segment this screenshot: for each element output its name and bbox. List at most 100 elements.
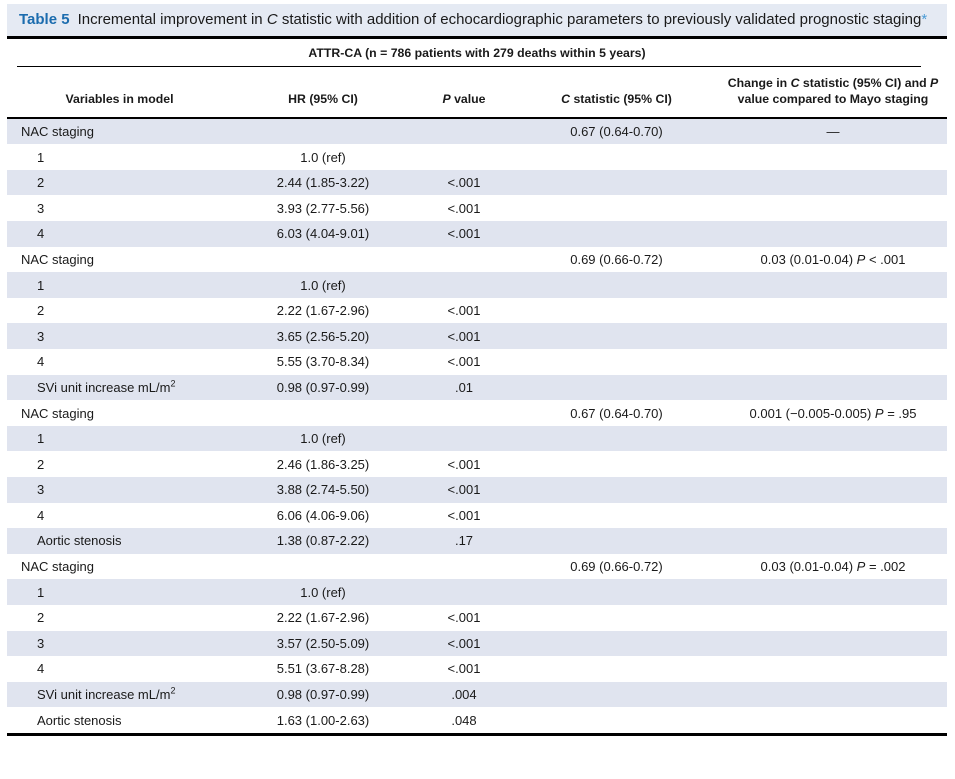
table-row: 2 2.22 (1.67-2.96) <.001 <box>7 298 947 324</box>
cell-c-statistic: 0.67 (0.64-0.70) <box>570 405 663 421</box>
cell-variable: 2 <box>37 175 45 191</box>
cell-variable: Aortic stenosis <box>37 712 122 728</box>
cell-hr: 1.63 (1.00-2.63) <box>276 712 370 728</box>
table-row: NAC staging 0.67 (0.64-0.70) 0.001 (−0.005… <box>7 400 947 426</box>
cell-p-value: .048 <box>451 712 477 728</box>
table-row: Aortic stenosis 1.63 (1.00-2.63) .048 <box>7 707 947 733</box>
cell-p-value: .01 <box>454 379 474 395</box>
cell-c-statistic: 0.67 (0.64-0.70) <box>570 123 663 139</box>
cell-p-value: <.001 <box>447 303 481 319</box>
cell-variable: 1 <box>37 277 45 293</box>
top-rule <box>7 36 947 40</box>
table-row: NAC staging 0.69 (0.66-0.72) 0.03 (0.01-0.… <box>7 247 947 273</box>
cell-hr: 3.88 (2.74-5.50) <box>276 482 370 498</box>
footnote-marker: * <box>921 11 928 28</box>
cell-c-statistic: 0.69 (0.66-0.72) <box>570 559 663 575</box>
cell-variable: 1 <box>37 584 45 600</box>
cell-p-value: <.001 <box>447 482 481 498</box>
header-rule <box>7 116 947 119</box>
table-caption: Table 5 Incremental improvement in C stat… <box>7 4 947 37</box>
cell-variable: 3 <box>37 328 45 344</box>
table-row: 4 6.03 (4.04-9.01) <.001 <box>7 221 947 247</box>
cell-p-value: <.001 <box>447 200 481 216</box>
cell-p-value: .004 <box>451 687 477 703</box>
cell-c-statistic: 0.69 (0.66-0.72) <box>570 251 663 267</box>
cell-variable: SVi unit increase mL/m2 <box>37 378 176 395</box>
cell-hr: 5.51 (3.67-8.28) <box>276 661 370 677</box>
table-row: 3 3.93 (2.77-5.56) <.001 <box>7 195 947 221</box>
cell-p-value: <.001 <box>447 635 481 651</box>
cell-p-value: .17 <box>454 533 474 549</box>
table-number-label: Table 5 <box>19 11 70 28</box>
cell-p-value: <.001 <box>447 354 481 370</box>
cell-hr: 6.03 (4.04-9.01) <box>276 226 370 242</box>
cell-p-value: <.001 <box>447 661 481 677</box>
table-row: SVi unit increase mL/m2 0.98 (0.97-0.99).… <box>7 681 947 708</box>
cell-p-value: <.001 <box>447 507 481 523</box>
table-figure: Table 5 Incremental improvement in C stat… <box>7 4 947 736</box>
cell-hr: 1.0 (ref) <box>300 584 346 600</box>
cell-variable: 4 <box>37 661 45 677</box>
cell-hr: 2.22 (1.67-2.96) <box>276 610 370 626</box>
cell-variable: 4 <box>37 507 45 523</box>
cell-variable: 3 <box>37 635 45 651</box>
table-row: 1 1.0 (ref) <box>7 272 947 298</box>
spanner-rule <box>17 66 921 68</box>
cell-hr: 2.44 (1.85-3.22) <box>276 175 370 191</box>
table-row: 4 5.51 (3.67-8.28) <.001 <box>7 656 947 682</box>
cell-hr: 1.0 (ref) <box>300 277 346 293</box>
cell-hr: 2.22 (1.67-2.96) <box>276 303 370 319</box>
cell-variable: 1 <box>37 431 45 447</box>
cell-hr: 1.0 (ref) <box>300 431 346 447</box>
cell-p-value: <.001 <box>447 226 481 242</box>
column-header-hr: HR (95% CI) <box>288 92 358 107</box>
table-row: 3 3.57 (2.50-5.09) <.001 <box>7 630 947 657</box>
cell-variable: 3 <box>37 482 45 498</box>
cell-hr: 0.98 (0.97-0.99) <box>276 687 370 703</box>
table-row: 1 1.0 (ref) <box>7 579 947 605</box>
cell-variable: SVi unit increase mL/m2 <box>37 685 176 703</box>
column-header-variables: Variables in model <box>65 92 174 107</box>
table-row: 1 1.0 (ref) <box>7 425 947 452</box>
bottom-rule <box>7 732 947 736</box>
table-row: 3 3.65 (2.56-5.20) <.001 <box>7 323 947 350</box>
cell-change: 0.03 (0.01-0.04) P = .002 <box>760 559 906 575</box>
cell-variable: 1 <box>37 149 45 165</box>
cell-hr: 3.93 (2.77-5.56) <box>276 200 370 216</box>
cell-hr: 0.98 (0.97-0.99) <box>276 379 370 395</box>
table-row: 4 5.55 (3.70-8.34) <.001 <box>7 349 947 375</box>
cell-p-value: <.001 <box>447 175 481 191</box>
cell-change: — <box>826 123 840 139</box>
table-row: NAC staging 0.69 (0.66-0.72) 0.03 (0.01-0.… <box>7 554 947 580</box>
cell-variable: Aortic stenosis <box>37 533 122 549</box>
cell-variable: NAC staging <box>21 123 94 139</box>
cell-variable: 2 <box>37 303 45 319</box>
cell-variable: 3 <box>37 200 45 216</box>
column-header-change: Change in C statistic (95% CI) and P val… <box>727 76 939 107</box>
column-header-p-value: P value <box>442 92 486 107</box>
cell-hr: 3.65 (2.56-5.20) <box>276 328 370 344</box>
cell-variable: 4 <box>37 354 45 370</box>
cell-change: 0.03 (0.01-0.04) P < .001 <box>760 251 906 267</box>
table-row: NAC staging 0.67 (0.64-0.70) — <box>7 118 947 145</box>
table-row: 2 2.44 (1.85-3.22) <.001 <box>7 169 947 196</box>
cell-hr: 2.46 (1.86-3.25) <box>276 456 370 472</box>
cell-hr: 3.57 (2.50-5.09) <box>276 635 370 651</box>
table-header-row: Variables in model HR (95% CI) P value C… <box>7 67 947 116</box>
column-spanner-heading: ATTR-CA (n = 786 patients with 279 death… <box>308 46 646 61</box>
cell-variable: 4 <box>37 226 45 242</box>
cell-variable: NAC staging <box>21 251 94 267</box>
cell-change: 0.001 (−0.005-0.005) P = .95 <box>749 405 917 421</box>
cell-hr: 5.55 (3.70-8.34) <box>276 354 370 370</box>
cell-hr: 1.38 (0.87-2.22) <box>276 533 370 549</box>
cell-hr: 6.06 (4.06-9.06) <box>276 507 370 523</box>
table-row: 2 2.46 (1.86-3.25) <.001 <box>7 451 947 477</box>
cell-variable: NAC staging <box>21 559 94 575</box>
table-row: 4 6.06 (4.06-9.06) <.001 <box>7 503 947 529</box>
column-header-c-statistic: C statistic (95% CI) <box>561 92 672 107</box>
cell-variable: 2 <box>37 456 45 472</box>
cell-variable: 2 <box>37 610 45 626</box>
table-title-text: Incremental improvement in C statistic w… <box>77 11 922 28</box>
table-row: Aortic stenosis 1.38 (0.87-2.22) .17 <box>7 528 947 554</box>
table-row: 1 1.0 (ref) <box>7 144 947 170</box>
